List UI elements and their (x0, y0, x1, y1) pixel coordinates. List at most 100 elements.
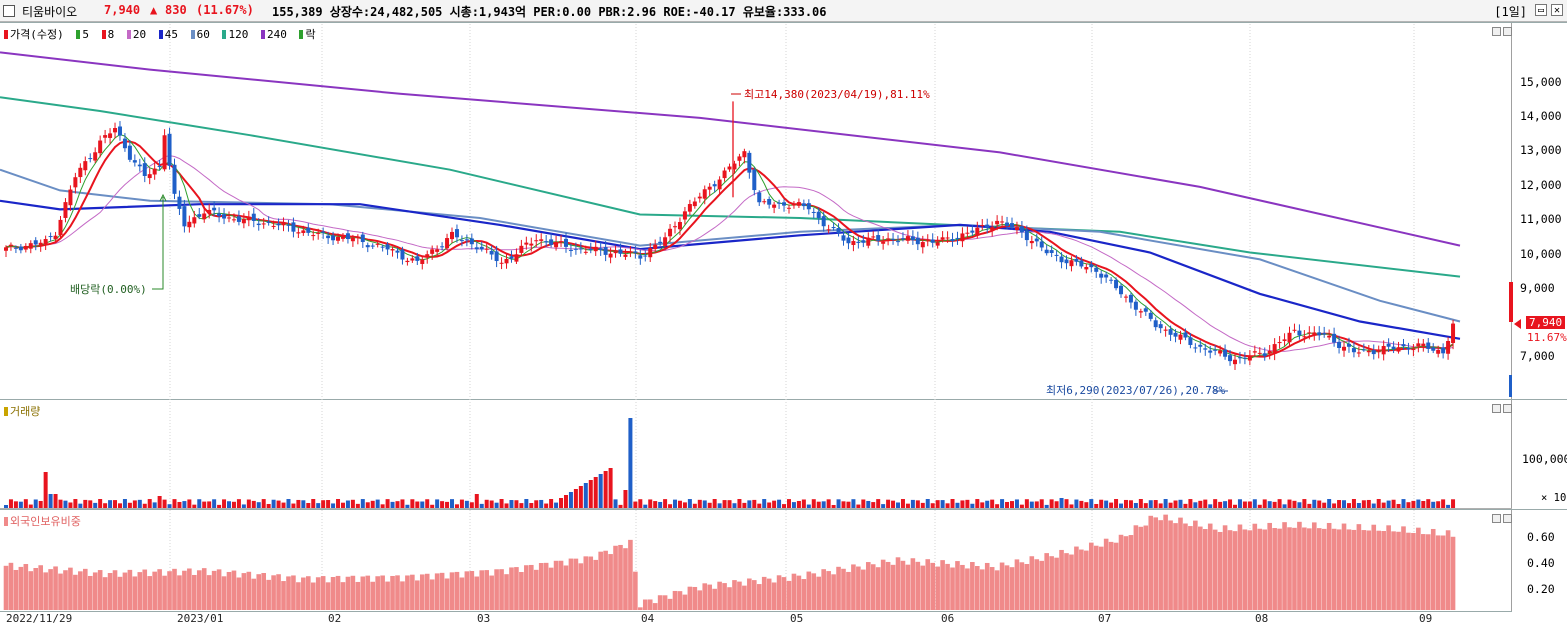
volume-bar (271, 499, 276, 508)
candle-body (276, 223, 281, 226)
foreign-bar (1088, 542, 1094, 610)
foreign-bar (752, 580, 757, 610)
candle-body (1213, 349, 1218, 351)
volume-bar (291, 503, 296, 508)
legend-ma60: 60 (196, 28, 210, 41)
foreign-bar (1257, 528, 1263, 610)
volume-bar (1128, 500, 1133, 508)
volume-bar (1411, 500, 1416, 508)
volume-bar (806, 504, 811, 508)
candle-body (643, 255, 648, 257)
pane-minimize-button[interactable] (1492, 514, 1501, 523)
volume-bar (717, 503, 722, 508)
candle-body (886, 238, 891, 240)
volume-bar (336, 499, 341, 508)
candle-body (1119, 285, 1124, 295)
volume-bar (772, 500, 777, 508)
candle-body (1376, 351, 1381, 353)
candle-body (479, 246, 484, 250)
foreign-bar (1084, 550, 1089, 610)
volume-bar (593, 477, 598, 508)
candle-body (415, 256, 420, 261)
pane-close-button[interactable] (1503, 404, 1512, 413)
volume-bar (182, 501, 187, 508)
volume-bar (108, 500, 113, 508)
pane-close-button[interactable] (1503, 514, 1512, 523)
restore-icon[interactable]: ▭ (1535, 4, 1547, 16)
candle-body (375, 243, 380, 245)
volume-bar (886, 499, 891, 508)
volume-bar (236, 499, 241, 508)
candle-body (18, 246, 23, 251)
volume-bar (98, 499, 103, 508)
volume-bar (345, 500, 350, 508)
volume-bar (1218, 501, 1223, 508)
candle-body (544, 241, 549, 243)
candle-body (43, 239, 48, 245)
select-checkbox[interactable] (3, 5, 15, 17)
volume-bar (707, 502, 712, 508)
foreign-bar (434, 573, 440, 610)
volume-bar (1109, 502, 1114, 508)
volume-bar (286, 499, 291, 508)
volume-bar (1237, 499, 1242, 508)
date-label: 04 (641, 612, 655, 625)
foreign-bar (836, 566, 841, 610)
foreign-bar (1311, 522, 1317, 610)
volume-bar (1143, 503, 1148, 508)
volume-bar (841, 501, 846, 508)
volume-bar (1386, 500, 1391, 508)
volume-bar (1114, 499, 1119, 508)
candle-body (534, 240, 539, 242)
foreign-bar (846, 571, 851, 610)
volume-bar (757, 503, 762, 508)
legend-ma8: 8 (107, 28, 115, 41)
foreign-bar (53, 566, 58, 610)
foreign-bar (806, 571, 812, 610)
stock-name[interactable]: 티움바이오 (22, 5, 78, 19)
pane-minimize-button[interactable] (1492, 27, 1501, 36)
price-change: 830 (165, 3, 187, 17)
candle-body (88, 158, 93, 160)
volume-bar (1158, 503, 1163, 508)
foreign-bar (201, 568, 207, 610)
candle-body (752, 169, 757, 191)
y-tick: 15,000 (1520, 75, 1562, 89)
foreign-bar (915, 561, 921, 610)
close-icon[interactable]: ✕ (1551, 4, 1563, 16)
candle-body (1327, 335, 1332, 338)
foreign-bar (1361, 530, 1367, 610)
foreign-bar (861, 569, 866, 610)
candle-body (157, 166, 162, 168)
legend-ma20: 20 (132, 28, 147, 41)
volume-bar (157, 496, 162, 508)
pane-close-button[interactable] (1503, 27, 1512, 36)
foreign-bar (226, 571, 232, 610)
foreign-bar (380, 575, 385, 610)
volume-bar (1019, 504, 1024, 508)
foreign-bar (1242, 529, 1248, 610)
volume-bar (876, 499, 881, 508)
foreign-bar (1188, 526, 1193, 610)
period-selector[interactable]: [1일] (1494, 5, 1527, 19)
candle-body (1114, 279, 1119, 289)
foreign-bar (702, 583, 708, 610)
candle-body (1133, 301, 1138, 310)
foreign-bar (1128, 535, 1134, 610)
volume-bar (1168, 502, 1173, 508)
foreign-bar (345, 576, 351, 610)
candle-body (1242, 357, 1247, 359)
pane-minimize-button[interactable] (1492, 404, 1501, 413)
foreign-bar (276, 574, 281, 610)
candle-body (445, 238, 450, 249)
foreign-bar (1163, 514, 1168, 610)
foreign-bar (1445, 530, 1451, 610)
foreign-bar (1212, 529, 1218, 610)
volume-bar (28, 504, 33, 508)
legend-ma5: 5 (82, 28, 89, 41)
foreign-bar (965, 568, 970, 610)
foreign-bar (573, 558, 579, 610)
candle-body (222, 214, 227, 219)
volume-bar (1044, 504, 1049, 508)
foreign-bar (796, 575, 802, 610)
